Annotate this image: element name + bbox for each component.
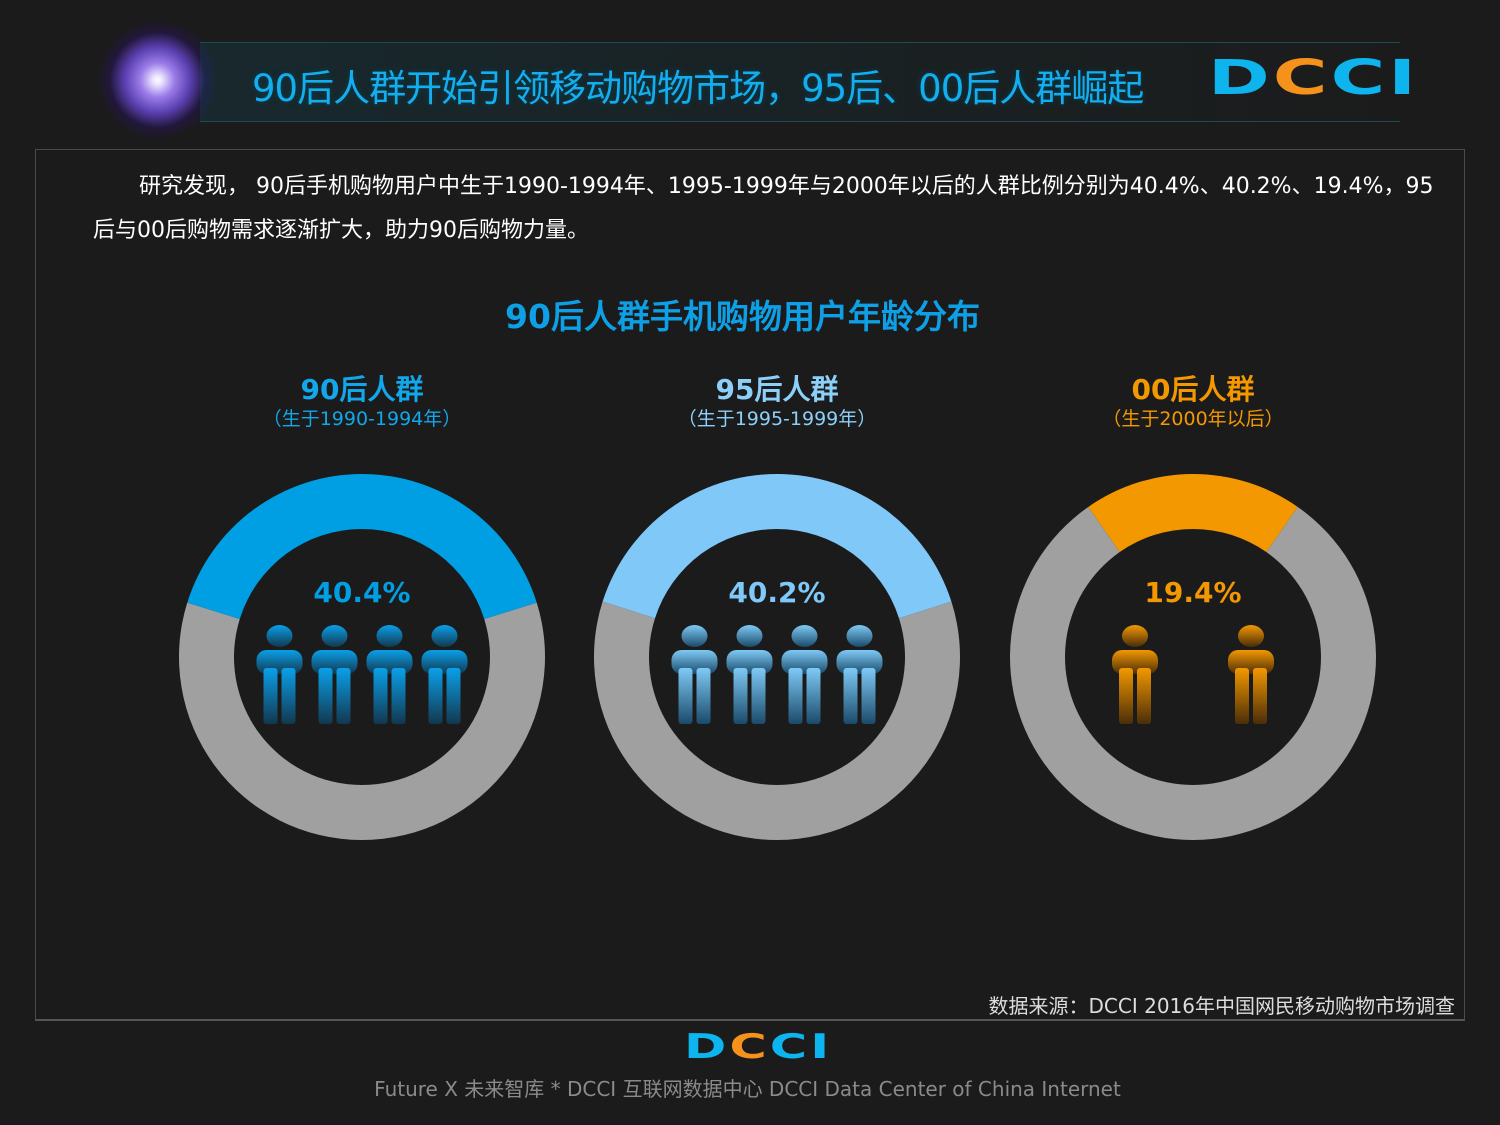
group-sub-90: （生于1990-1994年） <box>262 408 462 430</box>
person-thinking-icon <box>1112 625 1158 724</box>
data-source: 数据来源：DCCI 2016年中国网民移动购物市场调查 <box>988 994 1455 1018</box>
person-arms-crossed-icon <box>366 625 413 724</box>
group-name-90: 90后人群 <box>300 373 424 406</box>
person-walking-icon <box>671 625 718 724</box>
group-name-95: 95后人群 <box>715 373 839 406</box>
donut-remainder-segment <box>594 601 960 841</box>
group-name-00: 00后人群 <box>1131 373 1255 406</box>
person-arms-crossed-icon <box>311 625 358 724</box>
donut-remainder-segment <box>179 602 546 840</box>
donut-value-label: 40.4% <box>313 576 410 609</box>
person-thinking-icon <box>1228 625 1274 724</box>
person-walking-icon <box>781 625 828 724</box>
donut-value-segment <box>187 473 537 619</box>
title-band <box>200 42 1400 122</box>
intro-paragraph: 研究发现， 90后手机购物用户中生于1990-1994年、1995-1999年与… <box>93 174 1434 243</box>
starburst-decoration <box>95 20 220 140</box>
donut-value-segment <box>602 474 952 619</box>
page-title: 90后人群开始引领移动购物市场，95后、00后人群崛起 <box>252 67 1144 110</box>
person-walking-icon <box>726 625 773 724</box>
dcci-logo: DCCI <box>1208 50 1420 106</box>
content-frame <box>35 149 1465 1021</box>
person-walking-icon <box>836 625 883 724</box>
group-sub-95: （生于1995-1999年） <box>677 408 877 430</box>
person-arms-crossed-icon <box>256 625 303 724</box>
donut-value-segment <box>1088 473 1298 553</box>
donut-value-label: 40.2% <box>728 576 825 609</box>
donut-remainder-segment <box>1009 506 1376 840</box>
chart-title: 90后人群手机购物用户年龄分布 <box>505 297 980 336</box>
dcci-footer-logo: DCCI <box>684 1027 833 1067</box>
group-sub-00: （生于2000年以后） <box>1102 408 1284 430</box>
donut-value-label: 19.4% <box>1144 576 1241 609</box>
person-arms-crossed-icon <box>421 625 468 724</box>
footer-text: Future X 未来智库 * DCCI 互联网数据中心 DCCI Data C… <box>374 1077 1121 1101</box>
